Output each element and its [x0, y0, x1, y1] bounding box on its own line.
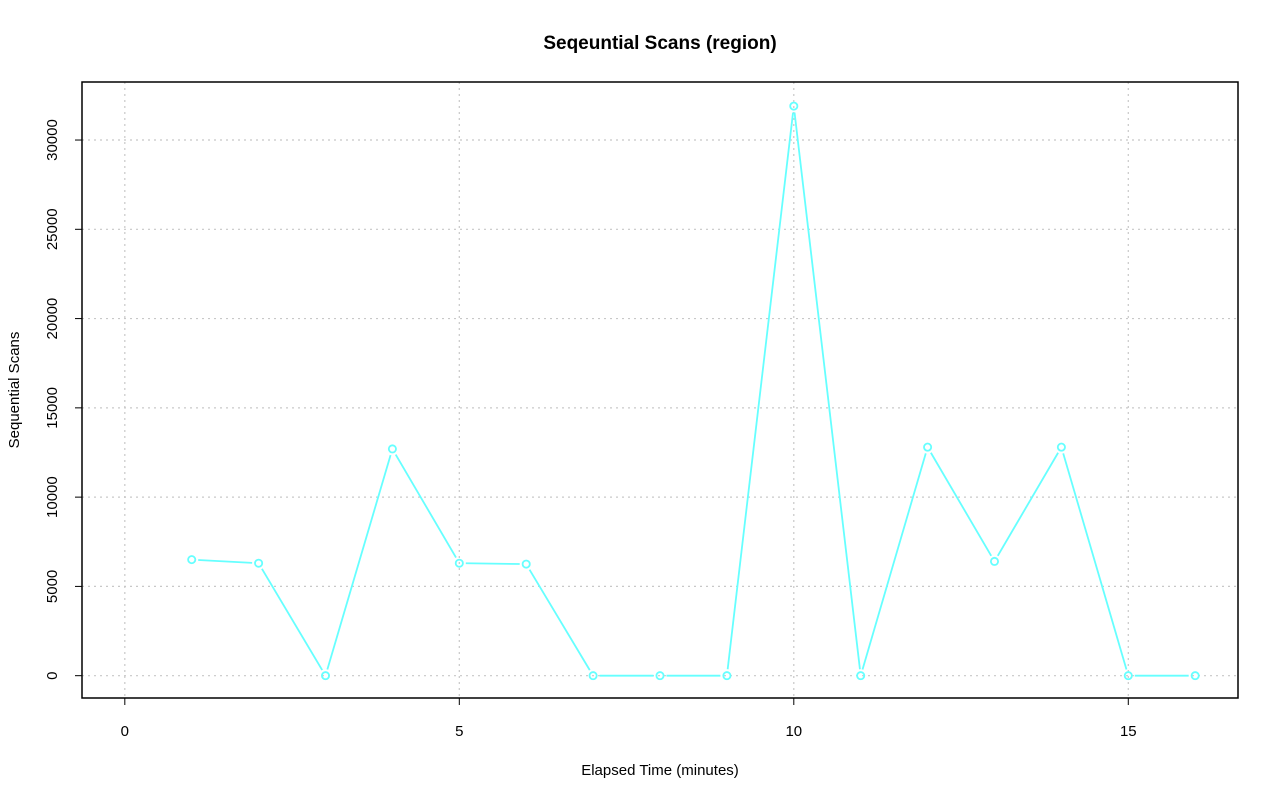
y-tick-label: 10000: [44, 476, 61, 518]
x-tick-label: 15: [1120, 723, 1137, 740]
series-line-segment: [930, 452, 992, 557]
data-point: [454, 558, 464, 568]
series-line-segment: [198, 559, 253, 564]
x-tick-label: 0: [121, 723, 129, 740]
y-axis: 0 5000 10000 15000 20000 25000 30000: [44, 119, 82, 680]
y-tick-label: 20000: [44, 298, 61, 340]
data-point: [1123, 671, 1133, 681]
x-axis: 0 5 10 15: [121, 697, 1137, 740]
series-layer: [187, 101, 1200, 681]
x-axis-label: Elapsed Time (minutes): [581, 762, 739, 779]
y-tick-label: 5000: [44, 570, 61, 603]
series-line-segment: [261, 568, 323, 671]
series-line-segment: [1062, 453, 1128, 670]
series-line-segment: [394, 454, 457, 559]
series-line-segment: [793, 112, 861, 670]
data-point: [722, 671, 732, 681]
data-point: [1190, 671, 1200, 681]
y-tick-label: 0: [44, 672, 61, 680]
chart-title: Seqeuntial Scans (region): [543, 33, 776, 54]
data-point: [521, 559, 531, 569]
data-point: [989, 556, 999, 566]
data-point: [254, 558, 264, 568]
data-point: [588, 671, 598, 681]
series-line-segment: [326, 454, 392, 670]
x-tick-label: 10: [785, 723, 802, 740]
data-point: [655, 671, 665, 681]
data-point: [1056, 442, 1066, 452]
data-point: [187, 555, 197, 565]
series-line-segment: [528, 569, 591, 671]
data-point: [856, 671, 866, 681]
data-point: [321, 671, 331, 681]
data-point: [387, 444, 397, 454]
plot-frame: [81, 81, 1239, 699]
y-tick-label: 30000: [44, 119, 61, 161]
series-line-segment: [726, 112, 794, 670]
series-line-segment: [465, 562, 520, 565]
y-tick-label: 15000: [44, 387, 61, 429]
y-axis-label: Sequential Scans: [6, 332, 23, 449]
data-point: [923, 442, 933, 452]
series-line-segment: [996, 452, 1059, 557]
x-tick-label: 5: [455, 723, 463, 740]
grid-layer: [82, 82, 1238, 698]
y-tick-label: 25000: [44, 208, 61, 250]
data-point: [789, 101, 799, 111]
series-line-segment: [861, 453, 927, 670]
